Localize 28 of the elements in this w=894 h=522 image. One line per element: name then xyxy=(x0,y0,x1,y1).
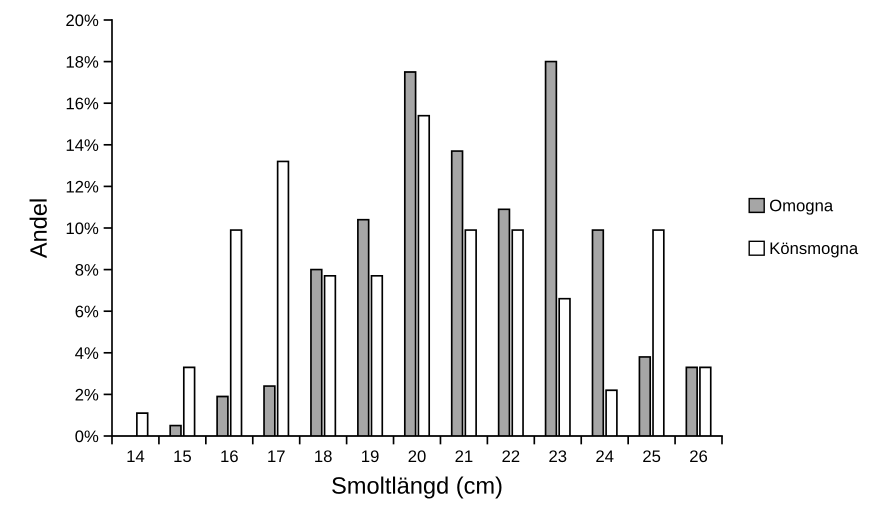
x-tick-label: 14 xyxy=(127,450,144,462)
y-tick-label: 4% xyxy=(75,347,98,359)
y-tick-label: 0% xyxy=(75,430,98,442)
y-axis-title: Andel xyxy=(30,199,47,258)
x-tick-label: 23 xyxy=(549,450,566,462)
x-tick-label: 24 xyxy=(596,450,614,462)
x-tick-label: 19 xyxy=(362,450,379,462)
legend-label: Omogna xyxy=(770,200,834,215)
y-tick-label: 12% xyxy=(66,180,98,193)
x-tick-label: 16 xyxy=(221,450,238,462)
y-tick-label: 6% xyxy=(76,306,98,318)
x-tick-label: 18 xyxy=(315,450,332,462)
y-tick-label: 14% xyxy=(66,139,98,151)
y-tick-label: 10% xyxy=(66,222,98,234)
y-tick-label: 8% xyxy=(75,264,98,276)
x-tick-label: 15 xyxy=(174,450,191,462)
x-tick-label: 21 xyxy=(455,450,472,462)
y-tick-label: 18% xyxy=(66,56,98,68)
x-tick-label: 22 xyxy=(502,450,520,462)
legend-label: Könsmogna xyxy=(770,242,858,258)
x-tick-label: 25 xyxy=(643,450,660,462)
x-tick-label: 26 xyxy=(690,450,708,462)
x-tick-label: 20 xyxy=(408,450,426,462)
x-axis-title: Smoltlängd (cm) xyxy=(332,476,502,499)
x-tick-label: 17 xyxy=(268,450,285,462)
y-tick-label: 2% xyxy=(76,388,98,401)
y-tick-label: 16% xyxy=(66,98,98,110)
y-tick-label: 20% xyxy=(66,14,98,26)
